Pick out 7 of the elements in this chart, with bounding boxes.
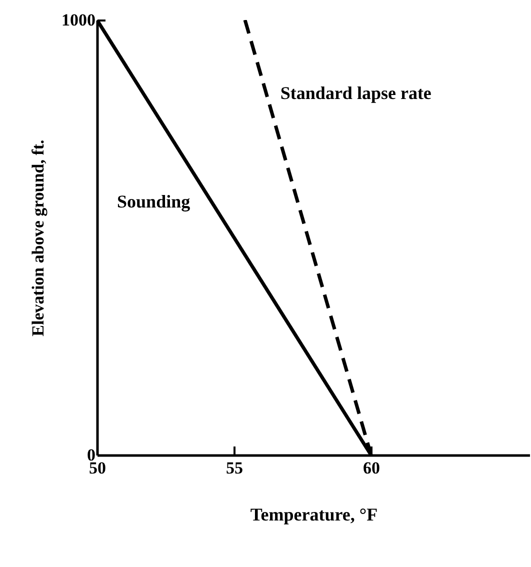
y-axis-title: Elevation above ground, ft. <box>28 140 48 336</box>
x-tick-label: 55 <box>226 458 244 478</box>
x-tick-label: 60 <box>363 458 380 478</box>
x-axis-title: Temperature, °F <box>250 504 378 524</box>
y-tick-label: 1000 <box>62 10 96 30</box>
series-label: Sounding <box>117 192 190 212</box>
series-label: Standard lapse rate <box>280 82 432 103</box>
